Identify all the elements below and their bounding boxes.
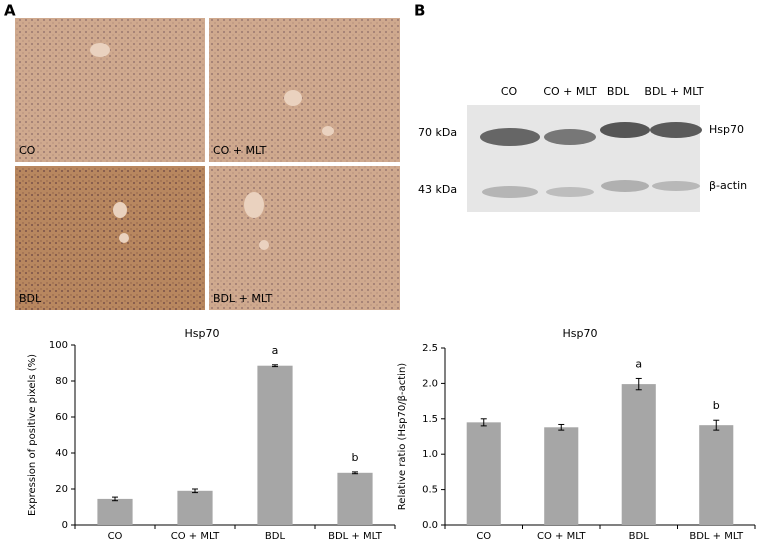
bar: [257, 365, 293, 525]
micrograph-label: CO: [19, 144, 36, 157]
micrograph: [209, 166, 400, 310]
panel-label: B: [414, 2, 425, 20]
bar: [97, 498, 133, 525]
y-tick-label: 1.0: [422, 449, 438, 460]
annotation: b: [352, 451, 359, 464]
y-tick-label: 100: [49, 340, 68, 351]
x-tick-label: CO: [476, 531, 491, 539]
lane-label: CO: [501, 85, 518, 98]
x-tick-label: BDL + MLT: [689, 531, 744, 539]
y-axis-label: Relative ratio (Hsp70/β-actin): [397, 363, 408, 510]
panel-label: A: [4, 2, 16, 20]
size-label: 70 kDa: [418, 126, 457, 139]
protein-label: β-actin: [709, 179, 747, 192]
lane-label: CO + MLT: [543, 85, 597, 98]
y-tick-label: 20: [55, 484, 68, 495]
y-tick-label: 0.5: [422, 485, 438, 496]
chart-title: Hsp70: [563, 327, 598, 340]
micrographs: CO CO + MLT BDL BDL + MLT: [15, 18, 400, 310]
western-blot: CO CO + MLT BDL BDL + MLT 70 kDa 43 kDa …: [418, 85, 747, 212]
bar: [466, 422, 501, 525]
annotation: a: [272, 344, 279, 357]
micrograph-label: BDL: [19, 292, 42, 305]
y-tick-label: 1.5: [422, 414, 438, 425]
x-tick-label: CO: [108, 531, 123, 539]
x-tick-label: CO + MLT: [171, 531, 220, 539]
micrograph-label: BDL + MLT: [213, 292, 272, 305]
bar: [699, 425, 734, 525]
y-tick-label: 0.0: [422, 520, 438, 531]
micrograph: [15, 166, 205, 310]
lane-label: BDL: [607, 85, 630, 98]
bar: [621, 384, 656, 525]
x-tick-label: CO + MLT: [537, 531, 586, 539]
y-tick-label: 2.5: [422, 343, 438, 354]
annotation: b: [713, 399, 720, 412]
y-tick-label: 0: [62, 520, 68, 531]
protein-label: Hsp70: [709, 123, 744, 136]
y-axis-label: Expression of positive pixels (%): [27, 354, 38, 516]
micrograph: [15, 18, 205, 162]
x-tick-label: BDL: [629, 531, 650, 539]
y-tick-label: 60: [55, 412, 68, 423]
bar: [544, 427, 579, 525]
size-label: 43 kDa: [418, 183, 457, 196]
x-tick-label: BDL + MLT: [328, 531, 383, 539]
bar: [177, 490, 213, 525]
bar: [337, 472, 373, 525]
y-tick-label: 40: [55, 448, 68, 459]
micrograph-label: CO + MLT: [213, 144, 267, 157]
chart-title: Hsp70: [185, 327, 220, 340]
annotation: a: [635, 357, 642, 370]
micrograph: [209, 18, 400, 162]
y-tick-label: 80: [55, 376, 68, 387]
lane-label: BDL + MLT: [644, 85, 703, 98]
y-tick-label: 2.0: [422, 378, 438, 389]
x-tick-label: BDL: [265, 531, 286, 539]
